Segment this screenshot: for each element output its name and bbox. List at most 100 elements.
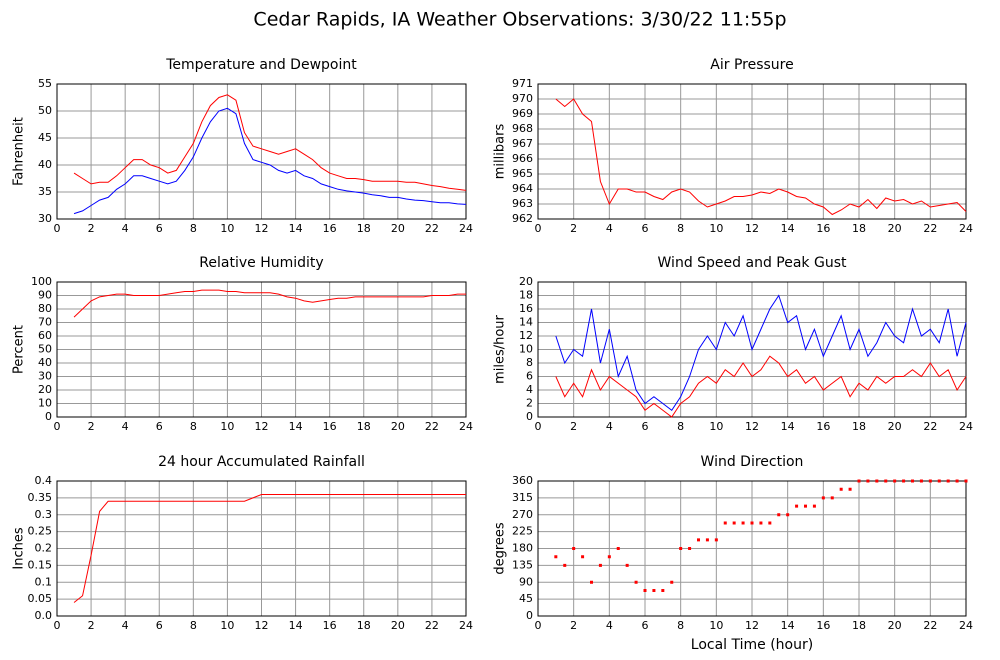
panel-title: 24 hour Accumulated Rainfall: [158, 454, 365, 470]
point: [652, 589, 656, 592]
x-tick-label: 14: [781, 222, 795, 235]
y-tick-label: 50: [38, 104, 52, 117]
plot-frame: [537, 480, 967, 617]
y-tick-label: 0.0: [35, 609, 53, 622]
panel-title: Wind Direction: [701, 454, 804, 470]
point: [759, 521, 763, 525]
x-tick-label: 14: [289, 619, 303, 632]
x-tick-label: 4: [606, 222, 613, 235]
point: [625, 563, 629, 567]
y-tick-label: 10: [38, 397, 52, 410]
point: [919, 479, 923, 483]
x-tick-label: 8: [190, 222, 197, 235]
point: [554, 555, 558, 559]
y-tick-label: 80: [38, 302, 52, 315]
x-tick-label: 14: [781, 420, 795, 433]
x-tick-label: 20: [391, 222, 405, 235]
y-axis-label: degrees: [493, 522, 508, 575]
x-tick-label: 24: [959, 420, 973, 433]
point: [795, 504, 799, 508]
x-tick-label: 12: [745, 420, 759, 433]
point: [928, 479, 932, 483]
y-tick-label: 55: [38, 77, 52, 90]
x-tick-label: 0: [54, 420, 61, 433]
series-line: [555, 355, 967, 418]
x-tick-label: 2: [570, 619, 577, 632]
x-tick-label: 12: [745, 619, 759, 632]
y-tick-label: 8: [526, 356, 533, 369]
x-tick-label: 22: [923, 222, 937, 235]
point: [750, 521, 754, 525]
point: [768, 521, 772, 525]
point: [572, 547, 576, 550]
point: [688, 547, 692, 550]
y-tick-label: 225: [512, 525, 533, 538]
y-tick-label: 969: [512, 107, 533, 120]
point: [857, 479, 861, 483]
point: [937, 479, 941, 483]
x-tick-label: 2: [88, 420, 95, 433]
y-tick-label: 18: [519, 289, 533, 302]
page-title: Cedar Rapids, IA Weather Observations: 3…: [253, 9, 786, 31]
y-tick-label: 135: [512, 558, 533, 571]
y-axis-label: millibars: [493, 124, 508, 180]
x-tick-label: 20: [888, 420, 902, 433]
series-line: [73, 107, 467, 215]
y-axis-label: miles/hour: [493, 314, 508, 383]
panel-title: Relative Humidity: [199, 255, 323, 271]
series-line: [555, 294, 967, 411]
y-tick-label: 0.1: [35, 575, 53, 588]
x-tick-label: 10: [709, 420, 723, 433]
point: [893, 479, 897, 483]
point: [723, 521, 727, 525]
y-tick-label: 35: [38, 185, 52, 198]
x-tick-label: 10: [220, 420, 234, 433]
x-tick-label: 22: [923, 619, 937, 632]
point: [697, 538, 700, 542]
y-tick-label: 180: [512, 542, 533, 555]
x-tick-label: 10: [220, 619, 234, 632]
x-tick-label: 16: [323, 420, 337, 433]
y-tick-label: 270: [512, 508, 533, 521]
plot-frame: [56, 281, 467, 418]
x-tick-label: 18: [852, 420, 866, 433]
y-axis-label: Percent: [12, 325, 27, 374]
y-tick-label: 30: [38, 370, 52, 383]
x-tick-label: 4: [606, 619, 613, 632]
point: [804, 504, 807, 508]
x-tick-label: 24: [459, 619, 473, 632]
x-tick-label: 2: [88, 222, 95, 235]
point: [884, 479, 888, 483]
y-tick-label: 0.2: [35, 542, 53, 555]
x-tick-label: 18: [852, 222, 866, 235]
x-axis-label: Local Time (hour): [691, 637, 813, 653]
point: [714, 538, 718, 542]
x-tick-label: 4: [606, 420, 613, 433]
point: [563, 563, 567, 567]
y-tick-label: 20: [38, 383, 52, 396]
y-tick-label: 60: [38, 329, 52, 342]
y-tick-label: 965: [512, 167, 533, 180]
y-tick-label: 0.35: [28, 491, 53, 504]
point: [812, 504, 816, 508]
y-tick-label: 0: [526, 410, 533, 423]
x-tick-label: 4: [122, 619, 129, 632]
x-tick-label: 18: [357, 222, 371, 235]
y-tick-label: 0.05: [28, 592, 53, 605]
y-axis-label: Fahrenheit: [12, 117, 27, 186]
x-tick-label: 16: [816, 222, 830, 235]
point: [598, 563, 602, 567]
x-tick-label: 16: [816, 619, 830, 632]
point: [946, 479, 950, 483]
point: [955, 479, 959, 483]
x-tick-label: 14: [781, 619, 795, 632]
y-tick-label: 0.4: [35, 474, 53, 487]
x-tick-label: 0: [54, 619, 61, 632]
x-tick-label: 0: [535, 222, 542, 235]
series-line: [73, 94, 467, 191]
y-tick-label: 971: [512, 77, 533, 90]
x-tick-label: 6: [156, 619, 163, 632]
point: [848, 487, 852, 491]
y-tick-label: 20: [519, 275, 533, 288]
